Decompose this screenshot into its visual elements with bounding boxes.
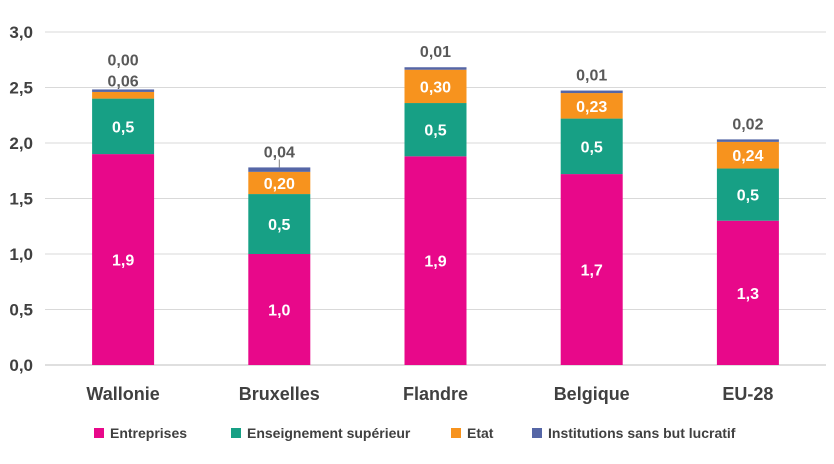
data-label: 0,01 [420,44,451,61]
x-tick-label: Flandre [403,384,468,404]
data-label: 0,5 [737,188,759,205]
bar-segment-institutions-sans-but-lucratif-belgique [560,90,623,94]
data-label: 0,04 [264,144,295,161]
bar-segment-institutions-sans-but-lucratif-eu-28 [716,139,779,142]
data-label: 0,5 [581,139,603,156]
bar-segment-enseignement-sup-rieur-flandre [404,103,467,157]
bar-segment-entreprises-belgique [560,174,623,365]
data-label: 1,9 [112,253,134,270]
bar-segment-entreprises-wallonie [92,154,155,365]
legend-swatch [94,428,104,438]
y-tick-label: 0,0 [9,356,33,375]
data-label: 0,5 [424,123,446,140]
bar-segment-entreprises-bruxelles [248,254,311,365]
data-label: 1,9 [424,254,446,271]
x-tick-label: Wallonie [86,384,159,404]
legend-label: Institutions sans but lucratif [548,425,736,441]
legend-label: Etat [467,425,494,441]
legend-label: Enseignement supérieur [247,425,411,441]
data-label: 0,5 [268,217,290,234]
legend-swatch [532,428,542,438]
legend-label: Entreprises [110,425,187,441]
data-label: 0,01 [576,68,607,85]
bar-segment-institutions-sans-but-lucratif-flandre [404,67,467,70]
data-label: 0,30 [420,79,451,96]
bar-segment-institutions-sans-but-lucratif-wallonie [92,89,155,92]
data-label: 0,23 [576,99,607,116]
x-tick-label: Belgique [554,384,630,404]
x-tick-label: Bruxelles [239,384,320,404]
bar-segment-etat-flandre [404,69,467,104]
y-tick-label: 2,0 [9,134,33,153]
y-tick-label: 0,5 [9,301,33,320]
y-tick-label: 2,5 [9,79,33,98]
y-tick-label: 1,0 [9,245,33,264]
data-label: 1,0 [268,303,290,320]
bar-segment-etat-bruxelles [248,171,311,195]
bar-segment-etat-wallonie [92,91,155,99]
bar-segment-enseignement-sup-rieur-wallonie [92,98,155,155]
y-tick-label: 3,0 [9,23,33,42]
legend-swatch [451,428,461,438]
data-label: 1,3 [737,286,759,303]
data-label: 0,20 [264,176,295,193]
bar-segment-enseignement-sup-rieur-bruxelles [248,194,311,254]
data-label: 0,5 [112,119,134,136]
data-label: 0,24 [732,148,763,165]
data-label: 0,02 [732,116,763,133]
x-tick-label: EU-28 [722,384,773,404]
data-label: 0,00 [108,52,139,69]
y-tick-label: 1,5 [9,190,33,209]
bar-segment-institutions-sans-but-lucratif-bruxelles [248,167,311,172]
data-label: 0,06 [108,73,139,90]
bar-segment-enseignement-sup-rieur-belgique [560,118,623,175]
bar-segment-etat-belgique [560,93,623,119]
bar-segment-entreprises-eu-28 [716,220,779,365]
legend-swatch [231,428,241,438]
bar-segment-enseignement-sup-rieur-eu-28 [716,168,779,221]
data-label: 1,7 [581,263,603,280]
bar-segment-entreprises-flandre [404,156,467,365]
bar-segment-etat-eu-28 [716,141,779,169]
